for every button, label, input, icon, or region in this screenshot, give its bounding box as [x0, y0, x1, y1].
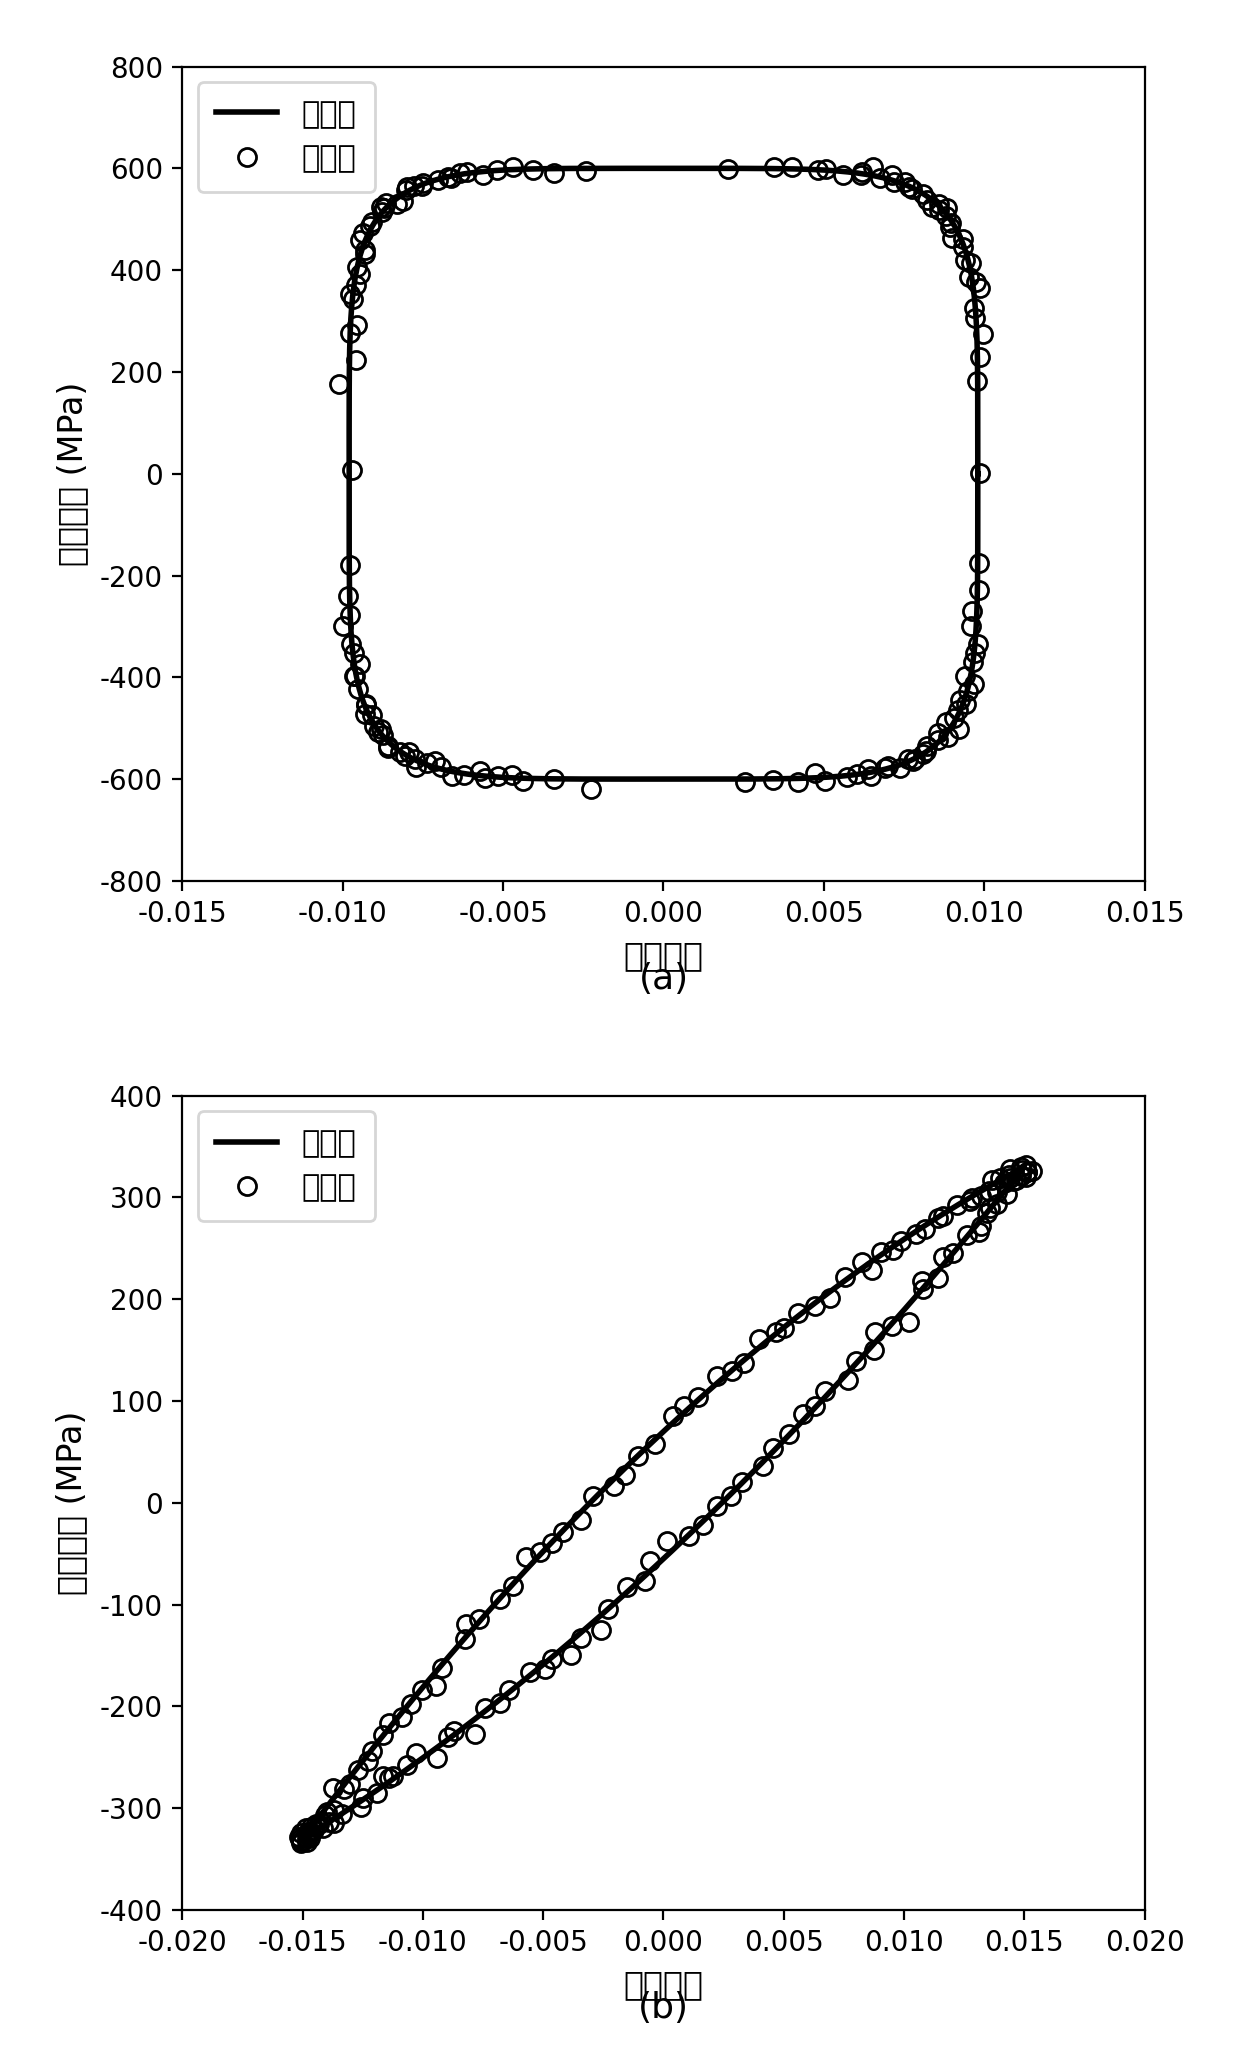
计算值: [410, 1680, 425, 1705]
计算值: [621, 155, 636, 180]
计算值: [970, 601, 985, 626]
计算值: [1017, 1154, 1032, 1179]
试验值: [291, 1823, 306, 1848]
Text: (a): (a): [639, 961, 688, 997]
试验值: [906, 748, 921, 773]
试验值: [365, 209, 379, 234]
Legend: 计算值, 试验值: 计算值, 试验值: [197, 81, 374, 193]
Y-axis label: 剪切应力 (MPa): 剪切应力 (MPa): [56, 1411, 88, 1595]
Legend: 计算值, 试验值: 计算值, 试验值: [197, 1111, 374, 1220]
计算值: [687, 1517, 702, 1542]
X-axis label: 剪切应变: 剪切应变: [624, 1968, 703, 2002]
试验值: [477, 1697, 492, 1722]
试验值: [936, 1204, 951, 1229]
试验值: [785, 155, 800, 180]
试验值: [1019, 1152, 1034, 1177]
试验值: [336, 613, 351, 638]
试验值: [584, 777, 599, 802]
试验值: [293, 1828, 308, 1852]
计算值: [885, 1312, 900, 1336]
计算值: [971, 462, 986, 487]
试验值: [972, 460, 987, 485]
试验值: [971, 551, 986, 576]
试验值: [445, 765, 460, 789]
试验值: [351, 675, 366, 700]
计算值: [971, 462, 986, 487]
Text: (b): (b): [637, 1991, 689, 2024]
试验值: [766, 1436, 781, 1461]
计算值: [295, 1825, 310, 1850]
Line: 计算值: 计算值: [350, 168, 978, 779]
试验值: [1006, 1169, 1021, 1193]
Line: 试验值: 试验值: [330, 157, 992, 798]
计算值: [342, 332, 357, 356]
计算值: [365, 709, 379, 733]
试验值: [980, 1200, 994, 1225]
Line: 试验值: 试验值: [290, 1156, 1040, 1852]
计算值: [343, 315, 358, 340]
Y-axis label: 轴向应力 (MPa): 轴向应力 (MPa): [56, 381, 89, 566]
计算值: [295, 1825, 310, 1850]
试验值: [293, 1830, 308, 1854]
试验值: [415, 172, 430, 197]
计算值: [999, 1177, 1014, 1202]
试验值: [822, 1287, 837, 1312]
计算值: [889, 1231, 904, 1256]
计算值: [888, 754, 903, 779]
X-axis label: 轴向应变: 轴向应变: [624, 939, 703, 972]
计算值: [346, 646, 361, 671]
计算值: [621, 767, 636, 792]
计算值: [1017, 1154, 1032, 1179]
Line: 计算值: 计算值: [303, 1167, 1024, 1838]
